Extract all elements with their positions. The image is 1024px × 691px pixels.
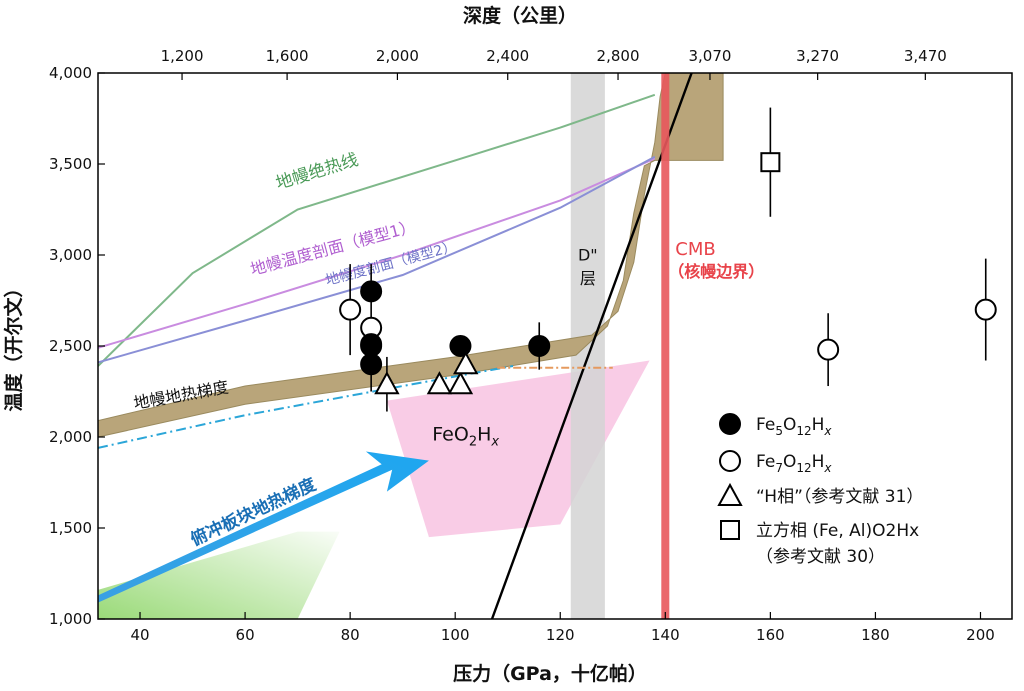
feo2hx-region: [386, 360, 650, 538]
top-tick-label: 3,470: [904, 47, 947, 65]
x-tick-label: 160: [756, 626, 785, 644]
data-point-0-3: [449, 335, 472, 357]
x-tick-label: 100: [441, 626, 470, 644]
data-point-3-0: [760, 152, 781, 173]
top-axis-title: 深度（公里）: [463, 4, 577, 27]
y-tick-label: 1,000: [49, 610, 92, 628]
y-tick-label: 2,000: [49, 428, 92, 446]
y-tick-label: 2,500: [49, 337, 92, 355]
curve-label-0: 地幔绝热线: [274, 150, 361, 194]
legend-marker-1: [719, 450, 741, 472]
data-point-1-3: [817, 338, 840, 361]
curve-0: [98, 93, 656, 367]
lg-part: O: [783, 415, 796, 435]
lg-part: x: [823, 424, 832, 438]
lg-part: 5: [775, 424, 783, 438]
top-tick-label: 3,270: [796, 47, 839, 65]
data-point-2-0: [374, 371, 400, 395]
y-tick-label: 3,500: [49, 155, 92, 173]
legend-marker-2: [717, 482, 743, 506]
x-axis-title: 压力（GPa，十亿帕）: [453, 662, 647, 685]
lg-part: 12: [796, 461, 811, 475]
lg-part: x: [823, 461, 832, 475]
x-tick-label: 140: [651, 626, 680, 644]
slab-arrow: [98, 451, 429, 603]
legend-label-1: Fe7O12Hx: [756, 452, 832, 475]
y-tick-label: 1,500: [49, 519, 92, 537]
lg-part: 12: [796, 424, 811, 438]
data-point-2-3: [453, 351, 479, 375]
x-tick-label: 120: [546, 626, 575, 644]
data-point-0-0: [360, 280, 383, 303]
legend-label-2: “H相”（参考文献 31）: [756, 487, 923, 507]
data-point-1-4: [974, 298, 997, 321]
data-point-2-1: [426, 371, 453, 395]
svg-text:深度（公里）: 深度（公里）: [463, 4, 577, 27]
x-tick-label: 60: [236, 626, 255, 644]
y-tick-label: 4,000: [49, 64, 92, 82]
sub: 2: [469, 435, 477, 450]
x-tick-label: 40: [130, 626, 149, 644]
data-point-0-1: [360, 333, 383, 356]
data-point-0-2: [360, 353, 383, 376]
top-tick-label: 2,800: [597, 47, 640, 65]
lg-part: 7: [775, 461, 783, 475]
cmb-label-2: （核幔边界）: [668, 262, 764, 281]
cmb-line: [661, 73, 670, 619]
y-tick-label: 3,000: [49, 246, 92, 264]
lg: Fe: [756, 415, 775, 435]
slab-region: [98, 531, 340, 619]
d-layer-label: D": [578, 245, 598, 264]
cmb-label: CMB: [675, 239, 715, 260]
top-tick-label: 2,400: [486, 47, 529, 65]
legend-marker-3: [720, 520, 740, 540]
curve-2: [98, 155, 656, 364]
legend-label-0: Fe5O12Hx: [756, 415, 832, 438]
data-point-1-0: [339, 298, 362, 321]
d-layer-label-2: 层: [580, 269, 596, 288]
legend-label-3b: （参考文献 30）: [756, 547, 885, 567]
lg-part: H: [812, 415, 825, 435]
feo2hx-label: FeO2Hx: [432, 424, 499, 450]
y-axis-title: 温度（开尔文）: [2, 278, 25, 411]
curve-1: [98, 157, 656, 349]
lg: Fe: [756, 452, 775, 472]
lg-part: H: [812, 452, 825, 472]
data-point-2-2: [447, 371, 474, 395]
legend-marker-0: [719, 413, 741, 435]
svg-text:压力（GPa，十亿帕）: 压力（GPa，十亿帕）: [453, 662, 647, 685]
x-tick-label: 200: [966, 626, 995, 644]
legend-label-3: 立方相 (Fe, Al)O2Hx: [756, 521, 919, 541]
x-tick-label: 80: [341, 626, 360, 644]
top-tick-label: 1,200: [161, 47, 204, 65]
data-point-0-4: [528, 335, 551, 357]
svg-text:温度（开尔文）: 温度（开尔文）: [2, 278, 25, 411]
top-tick-label: 3,070: [688, 47, 731, 65]
h: H: [477, 424, 491, 446]
lg-part: O: [783, 452, 796, 472]
top-tick-label: 1,600: [266, 47, 309, 65]
x-tick-label: 180: [861, 626, 890, 644]
mantle-geotherm-band: [98, 73, 724, 438]
curve-3: [490, 73, 693, 619]
axes: 40 60 80 100 120 140 160 180 200 1,000 1,500 2,000 2…: [49, 47, 1013, 644]
sub-x: x: [490, 435, 499, 450]
top-tick-label: 2,000: [376, 47, 419, 65]
